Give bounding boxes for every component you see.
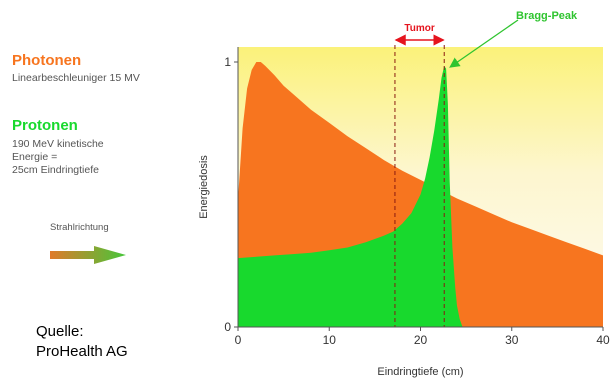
source-line-1: Quelle:: [36, 323, 84, 340]
photon-legend-subtitle: Linearbeschleuniger 15 MV: [12, 72, 140, 84]
x-tick-label-0: 0: [235, 333, 242, 347]
bragg-peak-label: Bragg-Peak: [516, 10, 578, 22]
y-axis-title: Energiedosis: [198, 155, 210, 219]
bragg-peak-pointer: [449, 19, 519, 68]
source-line-2: ProHealth AG: [36, 343, 128, 360]
x-tick-label-40: 40: [596, 333, 610, 347]
proton-desc-line-1: 190 MeV kinetische: [12, 138, 104, 150]
beam-direction-label: Strahlrichtung: [50, 222, 109, 233]
proton-desc-line-2: Energie =: [12, 151, 58, 163]
photon-legend-title: Photonen: [12, 52, 82, 69]
proton-legend-title: Protonen: [12, 117, 78, 134]
source-credit: Quelle: ProHealth AG: [36, 322, 128, 362]
x-axis-title: Eindringtiefe (cm): [377, 366, 463, 378]
x-tick-label-30: 30: [505, 333, 519, 347]
tumor-annotation-label: Tumor: [404, 23, 434, 34]
beam-direction-arrow-icon: [50, 246, 126, 264]
x-tick-label-20: 20: [414, 333, 428, 347]
x-tick-label-10: 10: [323, 333, 337, 347]
series-area-protonen: [238, 66, 463, 327]
y-tick-label-1: 1: [224, 55, 231, 69]
proton-desc-line-3: 25cm Eindringtiefe: [12, 164, 99, 176]
y-tick-label-0: 0: [224, 320, 231, 334]
proton-legend-description: 190 MeV kinetische Energie = 25cm Eindri…: [12, 138, 172, 177]
